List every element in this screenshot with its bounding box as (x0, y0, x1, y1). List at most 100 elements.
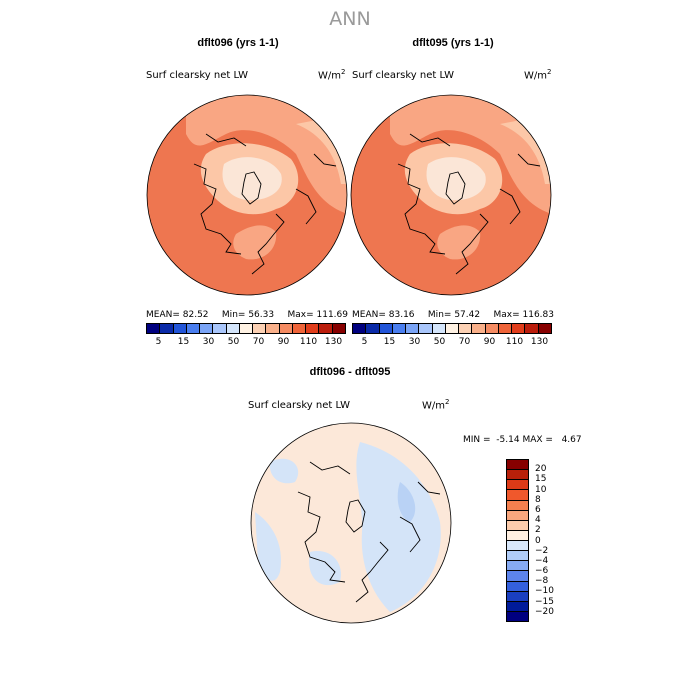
colorbar-swatch (213, 324, 227, 333)
colorbar-swatch (507, 460, 528, 471)
field-region (356, 442, 441, 612)
colorbar-tick-label: 70 (252, 337, 265, 347)
colorbar-swatch (445, 324, 460, 333)
colorbar-swatch (507, 611, 528, 621)
coastline (399, 516, 421, 553)
field-region (437, 225, 481, 260)
colorbar-swatch (239, 324, 254, 333)
coastline (309, 461, 351, 475)
colorbar-tick-label: −4 (535, 555, 549, 566)
colorbar-swatch (366, 324, 380, 333)
panel-1-colorbar-ticks: 5 15 30 50 70 90 110 130 (146, 337, 346, 347)
colorbar-swatch (507, 500, 528, 511)
colorbar-tick-label: 4 (535, 515, 541, 526)
colorbar-swatch (226, 324, 240, 333)
diff-units: W/m2 (422, 398, 450, 412)
colorbar-swatch (512, 324, 526, 333)
panel-2-coastlines (397, 133, 541, 275)
coastline (241, 171, 262, 205)
colorbar-swatch (332, 324, 345, 333)
diff-variable: Surf clearsky net LW (248, 400, 351, 411)
colorbar-swatch (147, 324, 161, 333)
colorbar-swatch (200, 324, 214, 333)
colorbar-tick-label: 15 (383, 337, 396, 347)
coastline (499, 188, 521, 225)
colorbar-swatch (525, 324, 539, 333)
colorbar-tick-label: 130 (324, 337, 343, 347)
colorbar-tick-label: 90 (277, 337, 290, 347)
field-region (397, 482, 416, 522)
colorbar-tick-label: −8 (535, 576, 549, 587)
colorbar-tick-label: 5 (155, 337, 162, 347)
coastline (397, 163, 446, 255)
colorbar-tick-label: 110 (299, 337, 318, 347)
colorbar-tick-label: 10 (535, 484, 547, 495)
colorbar-tick-label: 20 (535, 464, 547, 475)
diff-map-border (250, 422, 452, 624)
panel-1-map-field (147, 95, 347, 295)
coastline (345, 499, 366, 533)
colorbar-swatch (507, 530, 528, 541)
colorbar-swatch (507, 571, 528, 582)
colorbar-swatch (507, 591, 528, 602)
diff-stats: MIN = -5.14 MAX = 4.67 (463, 435, 582, 445)
coastline (455, 213, 489, 275)
colorbar-swatch (498, 324, 513, 333)
field-region (269, 458, 299, 484)
panel-2-map (350, 94, 552, 296)
colorbar-tick-label: 30 (408, 337, 421, 347)
colorbar-swatch (507, 490, 528, 501)
colorbar-swatch (279, 324, 293, 333)
colorbar-tick-label: 15 (535, 474, 547, 485)
panel-1-colorbar (146, 323, 346, 334)
colorbar-swatch (173, 324, 187, 333)
colorbar-swatch (379, 324, 393, 333)
colorbar-tick-label: −20 (535, 606, 554, 617)
panel-2-stats: MEAN= 83.16 Min= 57.42 Max= 116.83 (352, 310, 554, 320)
colorbar-swatch (319, 324, 333, 333)
colorbar-swatch (253, 324, 267, 333)
colorbar-tick-label: 30 (202, 337, 215, 347)
coastline (517, 153, 541, 167)
colorbar-swatch (353, 324, 367, 333)
colorbar-tick-label: 15 (177, 337, 190, 347)
panel-1-map (146, 94, 348, 296)
colorbar-tick-label: 130 (530, 337, 549, 347)
coastline (445, 171, 466, 205)
field-region (426, 157, 486, 201)
colorbar-tick-label: 70 (458, 337, 471, 347)
panel-2-units: W/m2 (524, 68, 552, 82)
colorbar-swatch (432, 324, 446, 333)
colorbar-tick-label: 6 (535, 504, 541, 515)
diff-map (250, 422, 452, 624)
coastline (193, 163, 242, 255)
diff-title: dflt096 - dflt095 (309, 366, 391, 378)
diff-coastlines (297, 461, 441, 603)
colorbar-tick-label: −10 (535, 586, 554, 597)
panel-1-title: dflt096 (yrs 1-1) (197, 37, 279, 49)
colorbar-swatch (459, 324, 473, 333)
colorbar-tick-label: 50 (433, 337, 446, 347)
panel-1-map-border (146, 94, 348, 296)
colorbar-tick-label: 50 (227, 337, 240, 347)
coastline (295, 188, 317, 225)
coastline (417, 481, 441, 495)
panel-2-colorbar-ticks: 5 15 30 50 70 90 110 130 (352, 337, 552, 347)
coastline (409, 133, 451, 147)
colorbar-tick-label: 8 (535, 494, 541, 505)
panel-2-title: dflt095 (yrs 1-1) (412, 37, 494, 49)
colorbar-tick-label: 110 (505, 337, 524, 347)
colorbar-swatch (419, 324, 433, 333)
colorbar-swatch (472, 324, 486, 333)
panel-1-variable: Surf clearsky net LW (146, 70, 249, 81)
field-region (222, 157, 282, 201)
panel-2-map-field (351, 95, 551, 295)
diff-colorbar-labels: 20 15 10 8 6 4 2 0 −2 −4 −6 −8 −10 −15 −20 (535, 459, 575, 622)
panel-2-map-border (350, 94, 552, 296)
coastline (205, 133, 247, 147)
colorbar-swatch (507, 601, 528, 612)
colorbar-tick-label: 90 (483, 337, 496, 347)
colorbar-tick-label: −6 (535, 566, 549, 577)
colorbar-swatch (507, 510, 528, 521)
colorbar-tick-label: 0 (535, 535, 541, 546)
